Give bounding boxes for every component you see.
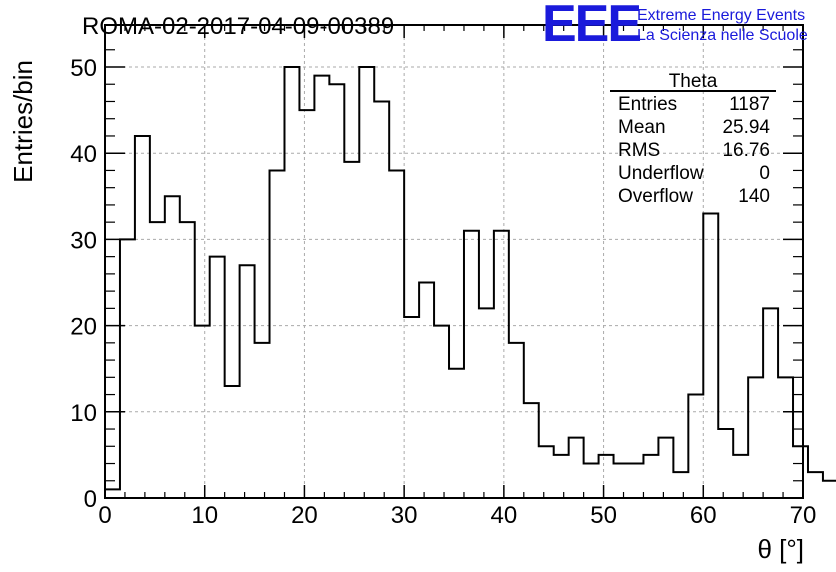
y-tick-label: 50 (70, 55, 97, 82)
histogram-bin (314, 76, 329, 498)
logo-line2: La Scienza nelle Scuole (637, 27, 808, 44)
histogram-bin (299, 110, 314, 498)
y-tick-label: 10 (70, 400, 97, 427)
x-tick-label: 50 (590, 502, 617, 529)
histogram-bin (524, 403, 539, 498)
histogram-bin (778, 377, 793, 498)
histogram-bin (479, 308, 494, 498)
histogram-bin (658, 438, 673, 498)
histogram-bin (539, 446, 554, 498)
histogram-bin (270, 170, 285, 498)
stats-row-label: RMS (618, 140, 660, 161)
histogram-bin (584, 464, 599, 498)
histogram-bin (150, 222, 165, 498)
x-tick-label: 40 (491, 502, 518, 529)
histogram-bin (434, 326, 449, 498)
grid (105, 25, 803, 498)
histogram-bin (389, 170, 404, 498)
histogram-outline (104, 66, 836, 498)
stats-row-value: 1187 (729, 94, 770, 115)
histogram-bin (569, 438, 584, 498)
histogram-bin (464, 231, 479, 498)
x-tick-label: 10 (191, 502, 218, 529)
x-axis-label: θ [°] (757, 534, 804, 564)
logo-mark: EEE (542, 0, 640, 53)
histogram-bin (718, 429, 733, 498)
y-axis-label: Entries/bin (8, 60, 38, 183)
histogram-bin (748, 377, 763, 498)
histogram-bin (643, 455, 658, 498)
stats-box: Theta Entries 1187 Mean 25.94 RMS 16.76 Underf… (610, 71, 776, 207)
stats-row-label: Overflow (618, 186, 693, 207)
stats-row-label: Underflow (618, 163, 704, 184)
y-tick-label: 30 (70, 227, 97, 254)
stats-row-value: 0 (759, 163, 770, 184)
histogram-bin (614, 464, 629, 498)
y-tick-label: 20 (70, 314, 97, 341)
histogram-bin (120, 239, 135, 498)
histogram-bin (554, 455, 569, 498)
x-tick-label: 0 (98, 502, 111, 529)
histogram-bin (135, 136, 150, 498)
eee-logo: EEE Extreme Energy Events La Scienza nel… (542, 0, 808, 53)
stats-row-value: 25.94 (722, 117, 770, 138)
histogram-bin (688, 395, 703, 498)
stats-row-label: Entries (618, 94, 677, 115)
x-tick-label: 60 (690, 502, 717, 529)
histogram-bin (180, 222, 195, 498)
histogram-bin (419, 283, 434, 499)
chart-title: ROMA-02-2017-04-09-00389 (82, 13, 394, 40)
histogram-bin (673, 472, 688, 498)
histogram-bin (494, 231, 509, 498)
histogram-bin (210, 257, 225, 498)
histogram-bin (449, 369, 464, 498)
histogram-bin (763, 308, 778, 498)
stats-row-value: 140 (738, 186, 770, 207)
x-tick-label: 30 (391, 502, 418, 529)
x-tick-label: 70 (790, 502, 817, 529)
histogram-bin (733, 455, 748, 498)
y-tick-label: 0 (84, 486, 97, 513)
histogram-bin (808, 472, 823, 498)
histogram-bin (329, 84, 344, 498)
histogram-bin (359, 67, 374, 498)
x-tick-label: 20 (291, 502, 318, 529)
histogram-bin (284, 67, 299, 498)
histogram-bin (165, 196, 180, 498)
y-tick-label: 40 (70, 141, 97, 168)
stats-rows: Entries 1187 Mean 25.94 RMS 16.76 Underflow 0 Ov… (618, 94, 770, 207)
histogram-bin (105, 489, 120, 498)
histogram-bin (823, 481, 836, 498)
stats-row-label: Mean (618, 117, 666, 138)
histogram-bin (404, 317, 419, 498)
plot-frame (104, 24, 804, 499)
histogram-bin (240, 265, 255, 498)
histogram-bin (225, 386, 240, 498)
histogram-bin (599, 455, 614, 498)
histogram-bin (195, 326, 210, 498)
axis-ticks: 0 10 20 30 40 50 60 70 0 10 20 30 40 50 (70, 25, 816, 529)
histogram-bin (793, 446, 808, 498)
histogram-bars (104, 66, 836, 499)
histogram-bin (344, 162, 359, 498)
stats-title: Theta (669, 71, 718, 92)
histogram-bin (703, 214, 718, 498)
stats-row-value: 16.76 (722, 140, 770, 161)
histogram-bin (509, 343, 524, 498)
histogram-bin (629, 464, 644, 498)
histogram-bin (374, 101, 389, 498)
histogram-bin (255, 343, 270, 498)
logo-line1: Extreme Energy Events (637, 7, 805, 24)
